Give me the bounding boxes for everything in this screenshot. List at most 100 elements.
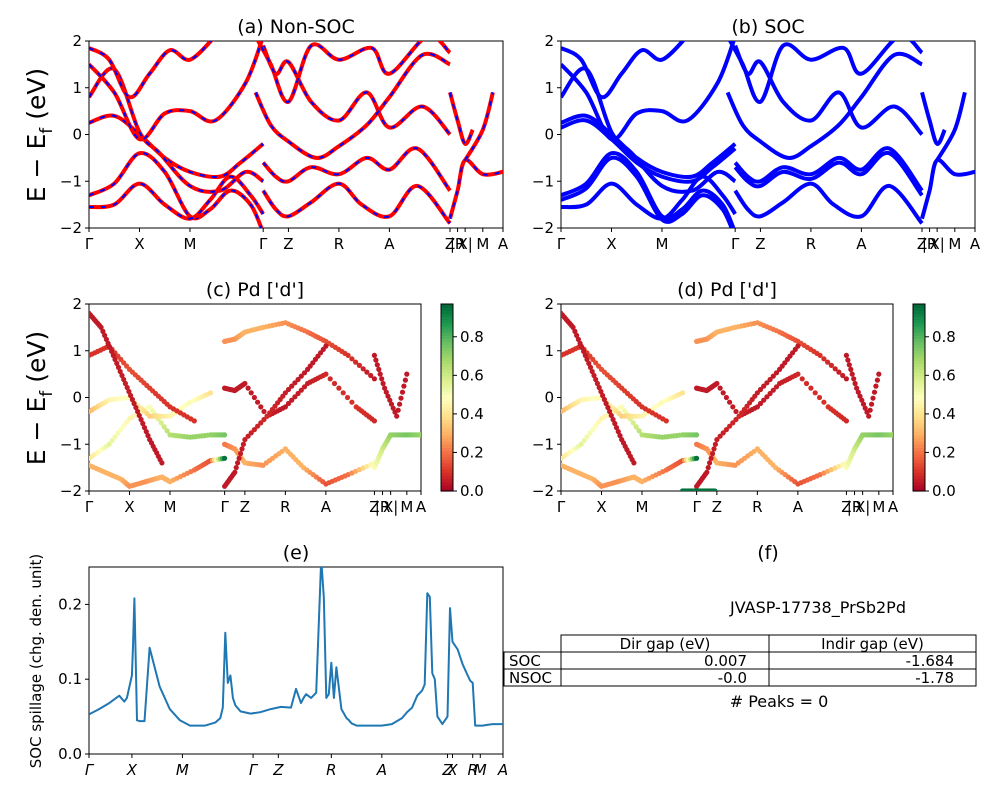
band-point (292, 380, 298, 386)
x-tick-label: R (280, 498, 290, 516)
band-point (584, 356, 590, 362)
x-tick-label: A (321, 498, 332, 516)
band-point (764, 394, 770, 400)
table-caption: JVASP-17738_PrSb2Pd (729, 598, 906, 618)
band-point (596, 419, 602, 425)
band-point (663, 418, 669, 424)
x-tick-label: Γ (85, 761, 95, 779)
band-point (874, 377, 881, 383)
panel-d-colorbar: 0.0 0.2 0.4 0.6 0.8 (912, 303, 956, 500)
colorbar-segment (913, 335, 925, 339)
colorbar-segment (441, 375, 453, 380)
colorbar-segment (913, 332, 925, 336)
colorbar-segment (441, 434, 453, 439)
band-point (828, 362, 835, 368)
colorbar-segment (441, 360, 453, 364)
colorbar-segment (913, 478, 925, 483)
band-point (285, 386, 292, 393)
band-point (720, 390, 726, 396)
colorbar-segment (441, 366, 453, 371)
colorbar-segment (913, 466, 925, 470)
band-point (817, 352, 823, 358)
band-point (295, 390, 301, 397)
band-point (630, 420, 636, 426)
band-point (251, 427, 257, 433)
band-point (712, 441, 719, 447)
x-tick-label: R (326, 761, 336, 779)
x-tick-label: Z (445, 235, 455, 253)
colorbar-segment (441, 328, 453, 333)
band-point (255, 423, 261, 429)
band-point (717, 433, 723, 439)
colorbar-tick-label: 0.4 (932, 405, 956, 423)
colorbar-segment (913, 444, 925, 448)
band-point (590, 356, 596, 362)
colorbar-segment (441, 369, 453, 374)
band-point (141, 425, 148, 431)
x-tick-label: Γ (557, 235, 566, 253)
x-tick-label: X (134, 235, 144, 253)
x-tick-label: Γ (220, 498, 229, 516)
band-point (764, 380, 770, 386)
band-point (233, 465, 239, 471)
colorbar-segment (913, 313, 925, 318)
colorbar-segment (913, 450, 925, 455)
band-point (349, 356, 355, 362)
colorbar-segment (441, 409, 453, 414)
band-point (712, 488, 718, 491)
band-point (374, 362, 380, 368)
band-point (730, 420, 736, 426)
band-point (631, 460, 637, 466)
band-point (115, 430, 121, 436)
x-tick-label: M (163, 498, 176, 516)
x-tick-label: Z (240, 498, 250, 516)
band-point (720, 430, 726, 436)
band-point (679, 390, 686, 396)
band-point (222, 432, 228, 438)
band-point (371, 352, 377, 358)
band-point (605, 404, 611, 411)
colorbar-tick-label: 0.8 (932, 328, 956, 346)
colorbar-segment (441, 416, 453, 420)
band-point (770, 373, 776, 379)
band-point (581, 348, 587, 354)
band-point (876, 371, 882, 377)
y-tick-label: −2 (532, 482, 554, 500)
band-point (236, 455, 242, 461)
band-line (561, 41, 686, 100)
colorbar-segment (913, 409, 925, 414)
band-point (382, 385, 388, 391)
band-point (222, 455, 228, 461)
band-point (857, 393, 863, 399)
band-point (242, 380, 248, 387)
colorbar-segment (441, 344, 453, 349)
band-point (733, 416, 739, 423)
band-point (371, 376, 377, 382)
band-line-dash (254, 52, 451, 159)
table-cell: -0.0 (718, 669, 747, 687)
band-line-dash (449, 92, 474, 145)
band-point (727, 399, 733, 405)
colorbar-segment (441, 447, 453, 452)
colorbar-segment (441, 363, 453, 367)
y-tick-label: 0.2 (58, 595, 82, 613)
band-point (368, 372, 374, 379)
band-point (340, 390, 346, 396)
band-point (398, 395, 404, 401)
x-tick-label: A (497, 761, 508, 779)
band-point (106, 441, 112, 447)
band-point (100, 328, 106, 334)
colorbar-segment (441, 304, 453, 308)
colorbar-segment (441, 307, 453, 311)
band-line (733, 44, 924, 136)
band-point (119, 372, 125, 379)
band-point (773, 370, 780, 376)
band-point (767, 390, 773, 397)
colorbar-segment (913, 413, 925, 417)
band-point (289, 397, 295, 403)
x-tick-label: M (476, 235, 489, 253)
x-tick-label: X| (383, 498, 398, 516)
x-tick-label: Z (841, 498, 851, 516)
x-tick-label: |R (450, 235, 465, 253)
